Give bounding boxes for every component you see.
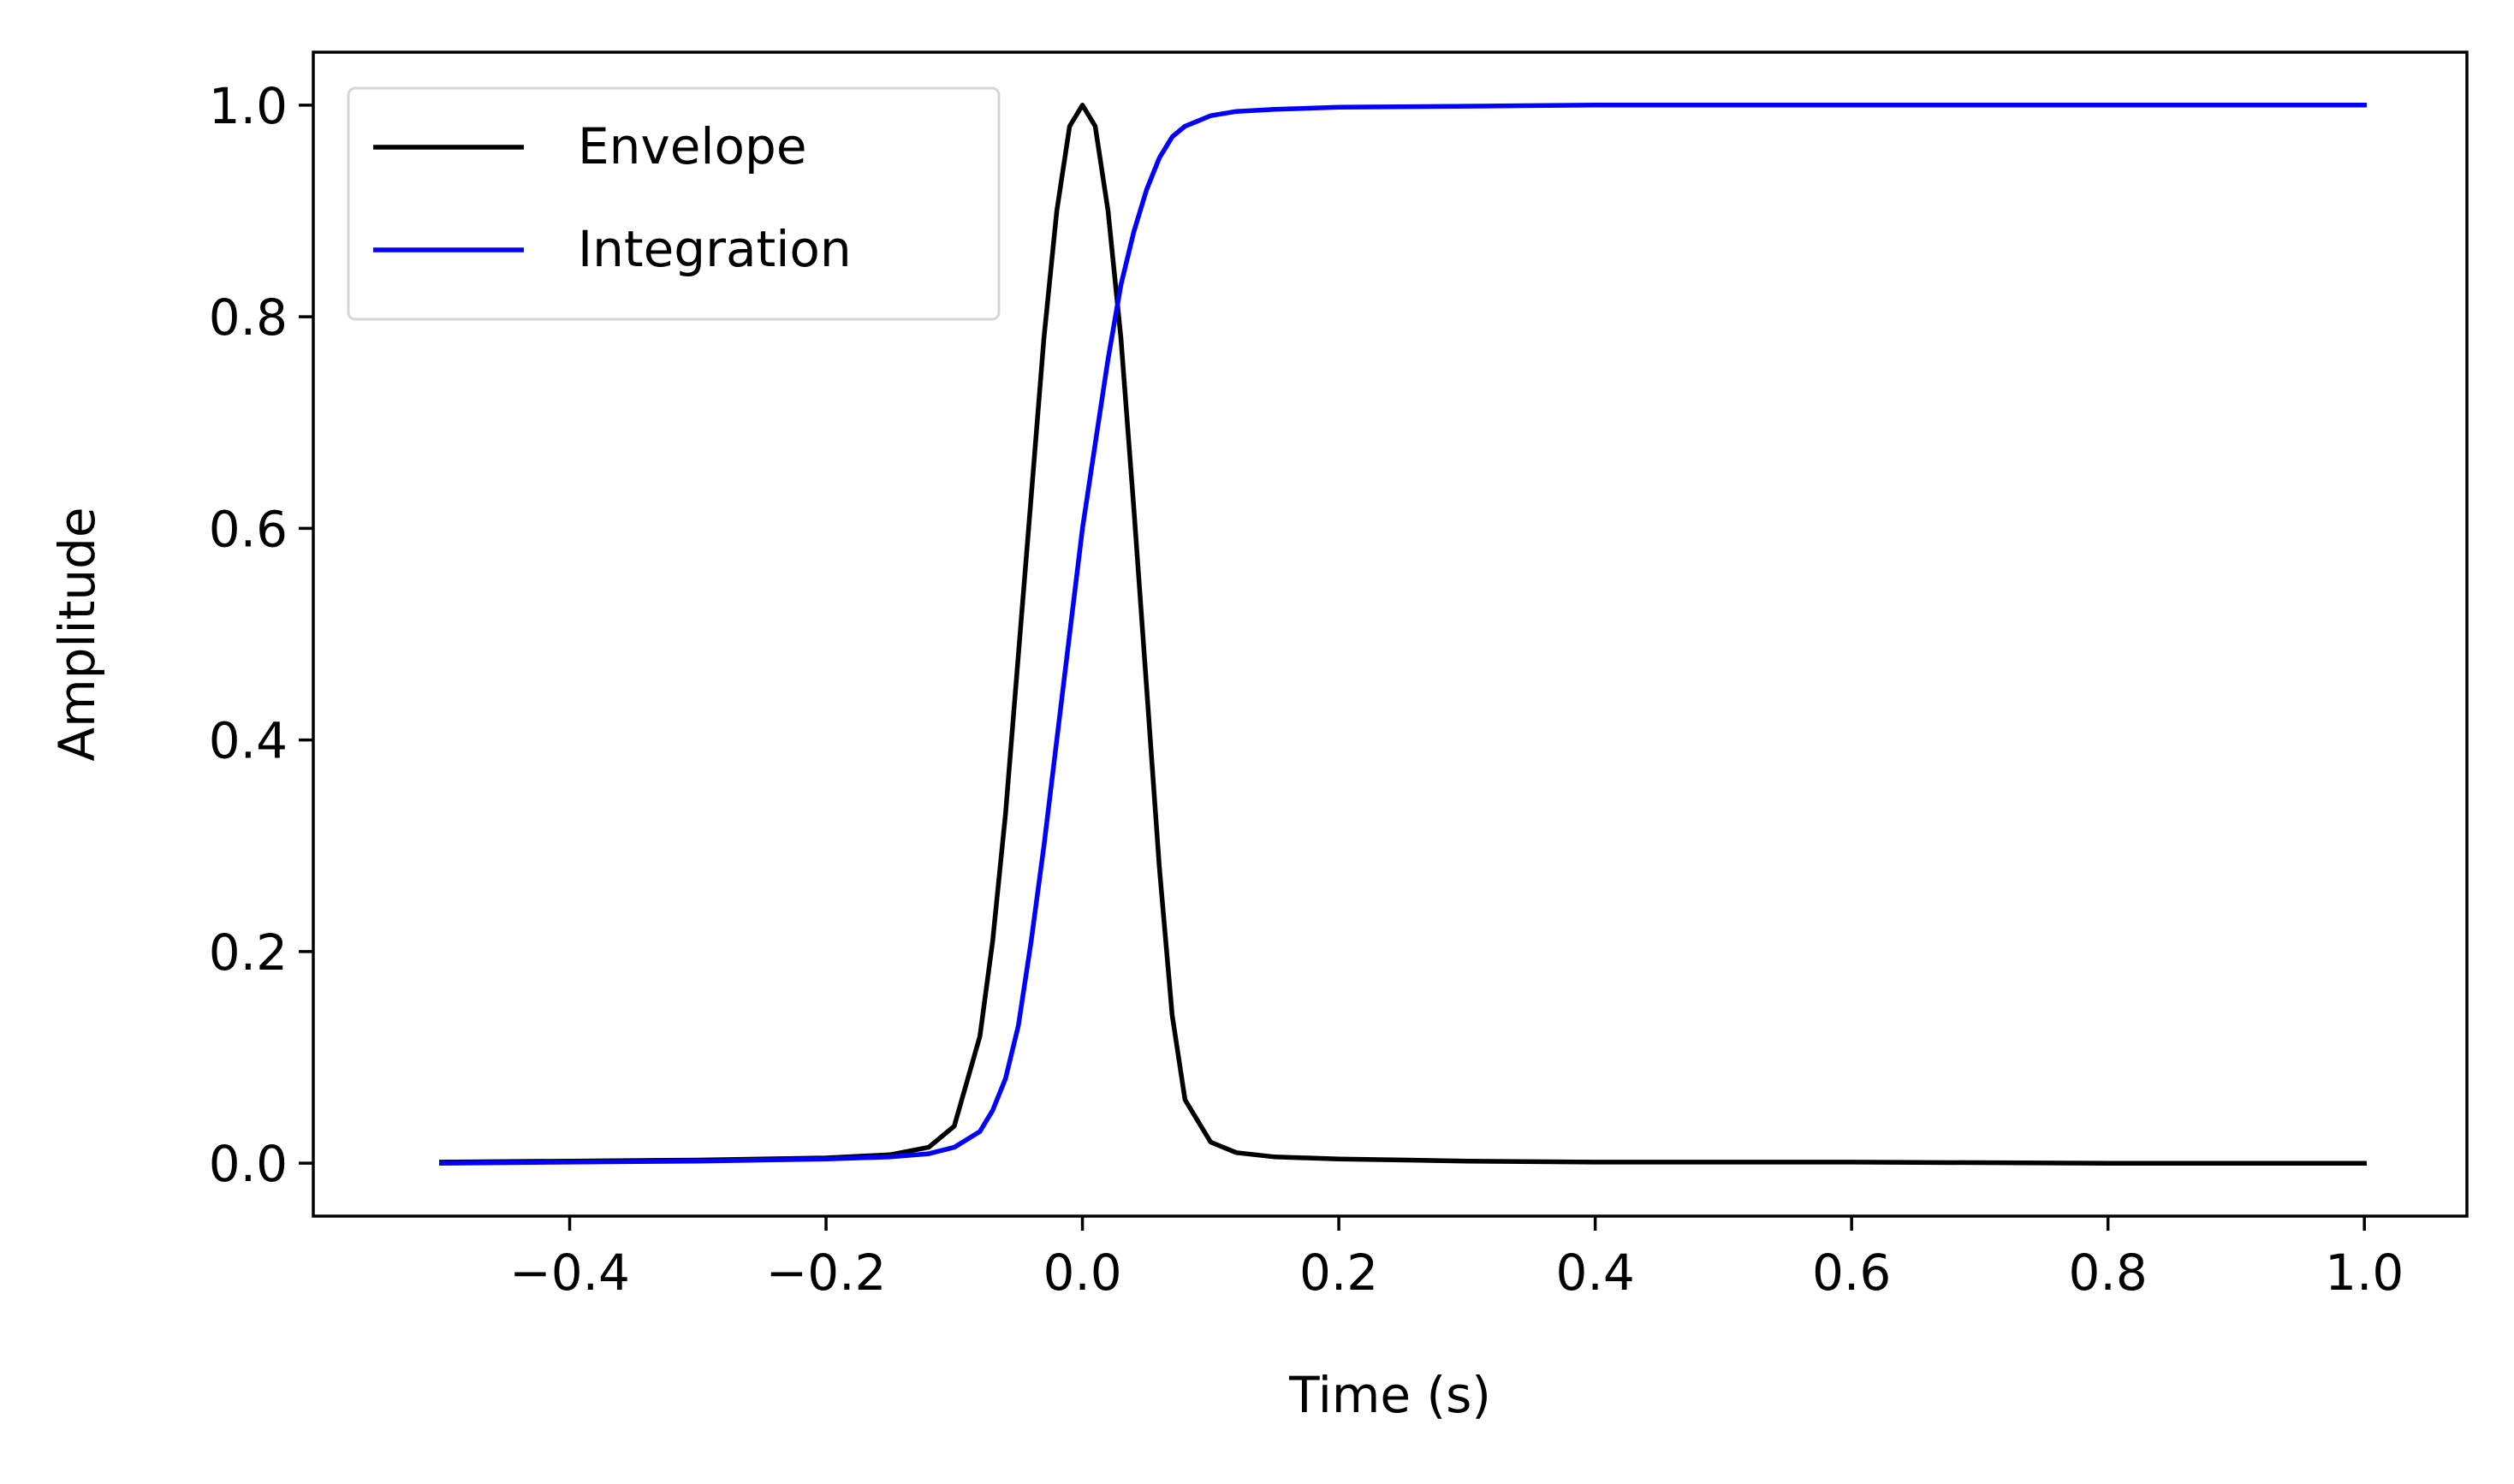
y-tick-label: 0.8 [209, 288, 288, 347]
plot-frame [312, 50, 2469, 1218]
y-axis-ticks: 0.0 0.2 0.4 0.6 0.8 1.0 [209, 77, 313, 1193]
x-tick-label: 0.8 [2069, 1244, 2148, 1302]
y-axis-label: Amplitude [48, 507, 106, 761]
x-axis-ticks: −0.4 −0.2 0.0 0.2 0.4 0.6 0.8 1.0 [509, 1216, 2404, 1302]
x-tick-label: 0.6 [1812, 1244, 1891, 1302]
x-tick-label: 0.2 [1299, 1244, 1378, 1302]
y-tick-label: 0.0 [209, 1135, 288, 1193]
legend-label-integration: Integration [578, 220, 852, 278]
y-tick-label: 0.2 [209, 923, 288, 982]
x-tick-label: −0.4 [509, 1244, 630, 1302]
x-axis-label: Time (s) [1288, 1366, 1491, 1424]
x-tick-label: −0.2 [766, 1244, 887, 1302]
legend-label-envelope: Envelope [578, 117, 807, 175]
y-tick-label: 1.0 [209, 77, 288, 135]
x-tick-label: 0.0 [1043, 1244, 1121, 1302]
x-tick-label: 0.4 [1555, 1244, 1634, 1302]
y-tick-label: 0.6 [209, 500, 288, 558]
series-line-envelope [439, 103, 2367, 1166]
x-tick-label: 1.0 [2325, 1244, 2404, 1302]
series-line-integration [439, 103, 2367, 1166]
legend: Envelope Integration [347, 86, 1001, 321]
series-layer [439, 103, 2367, 1166]
y-tick-label: 0.4 [209, 712, 288, 770]
